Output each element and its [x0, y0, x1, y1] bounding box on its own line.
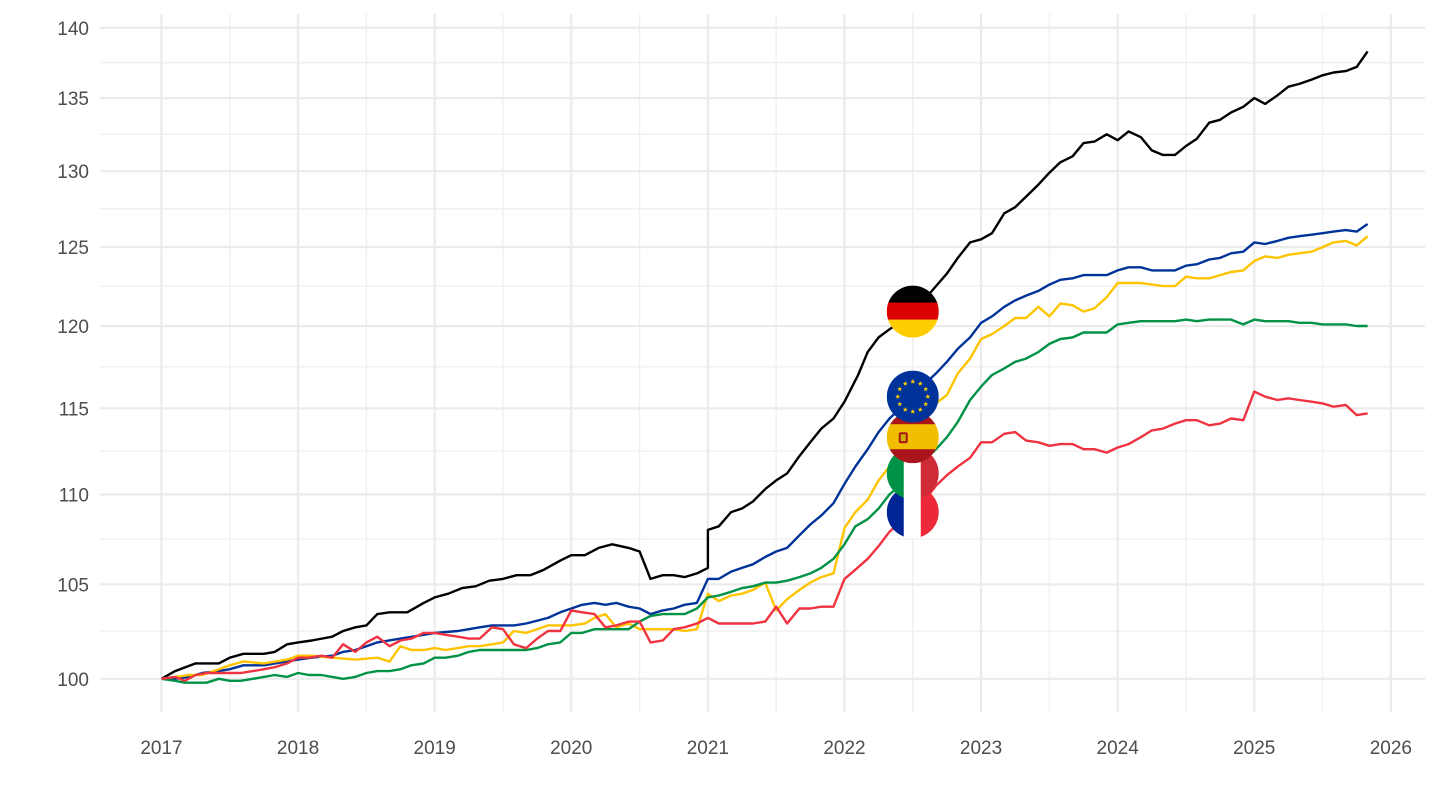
x-tick-label: 2017: [140, 738, 182, 759]
major-gridlines: [100, 14, 1425, 712]
minor-gridlines: [100, 14, 1425, 712]
x-tick-label: 2021: [687, 738, 729, 759]
x-tick-label: 2024: [1097, 738, 1140, 759]
y-tick-label: 120: [57, 317, 89, 338]
germany-flag: [887, 286, 939, 338]
x-tick-label: 2020: [550, 738, 592, 759]
y-tick-label: 135: [57, 89, 89, 110]
y-tick-label: 140: [57, 19, 89, 40]
series-lines: [160, 50, 1369, 684]
series-line-spain: [161, 235, 1369, 680]
y-tick-label: 100: [57, 670, 89, 691]
series-line-euro-area: [161, 223, 1369, 680]
x-tick-label: 2022: [823, 738, 865, 759]
x-tick-label: 2018: [277, 738, 319, 759]
series-line-france: [161, 390, 1368, 682]
series-line-germany: [160, 50, 1369, 680]
y-tick-label: 110: [59, 485, 89, 506]
y-tick-label: 115: [59, 399, 89, 420]
y-tick-label: 125: [57, 238, 89, 259]
x-tick-label: 2023: [960, 738, 1002, 759]
x-tick-label: 2025: [1233, 738, 1275, 759]
x-axis: 2017 2018 2019 2020 2021 2022 2023 2024 2025 2026: [140, 738, 1412, 759]
series-line-italy: [161, 318, 1368, 684]
y-tick-label: 130: [57, 162, 89, 183]
eu-flag: [887, 371, 939, 423]
y-tick-label: 105: [57, 575, 89, 596]
series-flags: [887, 286, 939, 538]
x-tick-label: 2026: [1370, 738, 1412, 759]
x-tick-label: 2019: [414, 738, 456, 759]
y-axis: 100 105 110 115 120 125 130 135 140: [57, 19, 89, 691]
